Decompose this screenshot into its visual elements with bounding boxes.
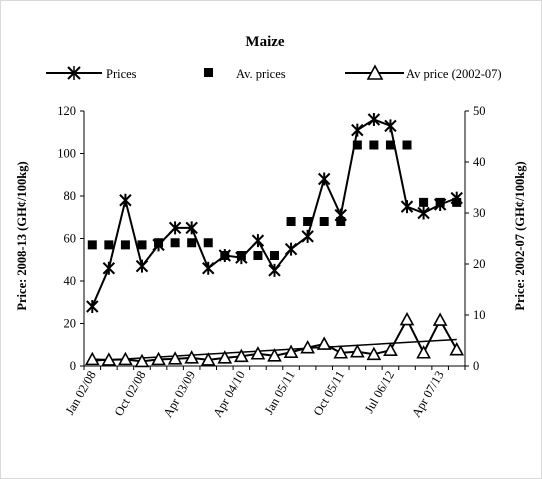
data-point-av-price-2002-07 [151, 351, 166, 366]
data-point-av-price-2002-07 [101, 352, 117, 366]
data-point-prices [102, 261, 116, 275]
y-tick-label-right: 0 [473, 359, 479, 373]
data-point-prices [317, 172, 331, 186]
y-tick-label-left: 60 [64, 232, 77, 246]
data-point-prices [86, 300, 99, 313]
data-point-av-prices [203, 238, 213, 248]
x-tick-label: Jan 05/11 [262, 369, 298, 417]
data-point-av-price-2002-07 [432, 312, 448, 326]
data-point-av-prices [137, 240, 147, 250]
y-tick-label-right: 30 [473, 206, 486, 220]
data-point-av-prices [402, 140, 412, 150]
data-point-av-prices [87, 240, 97, 250]
data-point-av-prices [336, 217, 346, 226]
y-tick-label-left: 40 [64, 274, 77, 288]
y-tick-label-left: 120 [57, 104, 76, 118]
x-tick-label: Oct 02/08 [112, 369, 149, 419]
marks [84, 113, 465, 368]
data-point-av-price-2002-07 [250, 346, 266, 360]
data-point-av-prices [220, 251, 230, 260]
y-axis-label-left: Price: 2008-13 (GH¢/100kg) [15, 161, 29, 310]
x-tick-label: Oct 05/11 [311, 369, 348, 419]
data-point-av-price-2002-07 [184, 350, 200, 364]
data-point-av-price-2002-07 [300, 339, 315, 354]
series-line-prices [91, 118, 458, 307]
data-point-av-price-2002-07 [399, 311, 415, 326]
legend-av-prices-label: Av. prices [236, 67, 286, 81]
data-point-av-prices [120, 240, 130, 250]
data-point-prices [384, 119, 397, 133]
data-point-av-price-2002-07 [316, 336, 332, 350]
data-point-prices [301, 229, 314, 243]
chart-title: Maize [245, 34, 284, 50]
data-point-av-prices [286, 217, 296, 226]
data-point-prices [119, 193, 132, 207]
y-tick-label-left: 100 [57, 147, 76, 161]
data-point-av-price-2002-07 [234, 348, 249, 363]
y-tick-label-right: 40 [473, 155, 486, 169]
data-point-av-prices [369, 140, 379, 150]
data-point-prices [351, 123, 364, 137]
data-point-av-price-2002-07 [217, 350, 233, 364]
data-point-av-prices [253, 251, 263, 260]
y-tick-label-right: 50 [473, 104, 486, 118]
x-tick-label: Apr 04/10 [210, 369, 248, 420]
data-point-av-prices [435, 197, 445, 207]
data-point-av-prices [170, 238, 180, 248]
y-tick-label-left: 20 [64, 317, 77, 331]
data-point-av-prices [303, 217, 313, 226]
data-point-av-prices [352, 140, 362, 150]
data-point-av-prices [419, 197, 429, 207]
data-point-av-price-2002-07 [200, 352, 216, 366]
data-point-prices [367, 113, 381, 126]
data-point-av-prices [187, 238, 197, 248]
data-point-prices [268, 263, 281, 277]
data-point-av-price-2002-07 [383, 342, 398, 356]
data-point-av-price-2002-07 [283, 344, 299, 359]
data-point-av-price-2002-07 [267, 348, 282, 362]
legend-av-prices-marker [204, 68, 213, 77]
data-point-av-price-2002-07 [84, 351, 100, 366]
data-point-prices [185, 221, 198, 235]
data-point-av-price-2002-07 [349, 344, 365, 358]
data-point-av-price-2002-07 [333, 345, 349, 359]
legend-av-price-2002-07-label: Av price (2002-07) [406, 67, 502, 81]
y-tick-label-right: 10 [473, 308, 486, 322]
data-point-av-prices [270, 251, 279, 260]
y-tick-label-left: 0 [70, 359, 76, 373]
data-point-av-prices [104, 240, 114, 250]
data-point-av-price-2002-07 [134, 353, 150, 368]
x-tick-label: Jan 02/08 [63, 369, 99, 418]
data-point-prices [202, 261, 215, 275]
x-tick-label: Apr 07/13 [409, 369, 447, 420]
legend-prices-marker [67, 66, 81, 80]
data-point-av-price-2002-07 [449, 342, 465, 356]
data-point-prices [400, 200, 414, 214]
data-point-av-prices [452, 197, 462, 207]
data-point-prices [417, 206, 430, 220]
y-tick-label-left: 80 [64, 189, 77, 203]
data-point-av-price-2002-07 [118, 351, 133, 366]
y-axis-label-right: Price: 2002-07 (GH¢/100kg) [513, 161, 527, 310]
data-point-av-prices [236, 251, 246, 260]
x-tick-label: Jul 06/12 [362, 369, 397, 416]
data-point-prices [251, 234, 265, 248]
data-point-prices [168, 221, 182, 235]
data-point-prices [135, 259, 149, 273]
x-tick-label: Apr 03/09 [161, 369, 199, 420]
legend-av-price-2002-07-marker [366, 64, 384, 80]
data-point-av-price-2002-07 [416, 345, 431, 359]
data-point-av-prices [154, 238, 164, 248]
data-point-prices [284, 242, 298, 256]
data-point-av-prices [319, 217, 329, 226]
data-point-av-price-2002-07 [366, 346, 382, 361]
y-tick-label-right: 20 [473, 257, 486, 271]
legend: Prices Av. prices Av price (2002-07) [46, 64, 502, 81]
legend-prices-label: Prices [106, 67, 137, 81]
data-point-av-price-2002-07 [167, 351, 183, 365]
data-point-av-prices [385, 140, 395, 150]
axes: 0 20 40 60 80 100 120 0 10 20 30 40 50 Jan 02/08 Oct 0… [57, 104, 485, 420]
